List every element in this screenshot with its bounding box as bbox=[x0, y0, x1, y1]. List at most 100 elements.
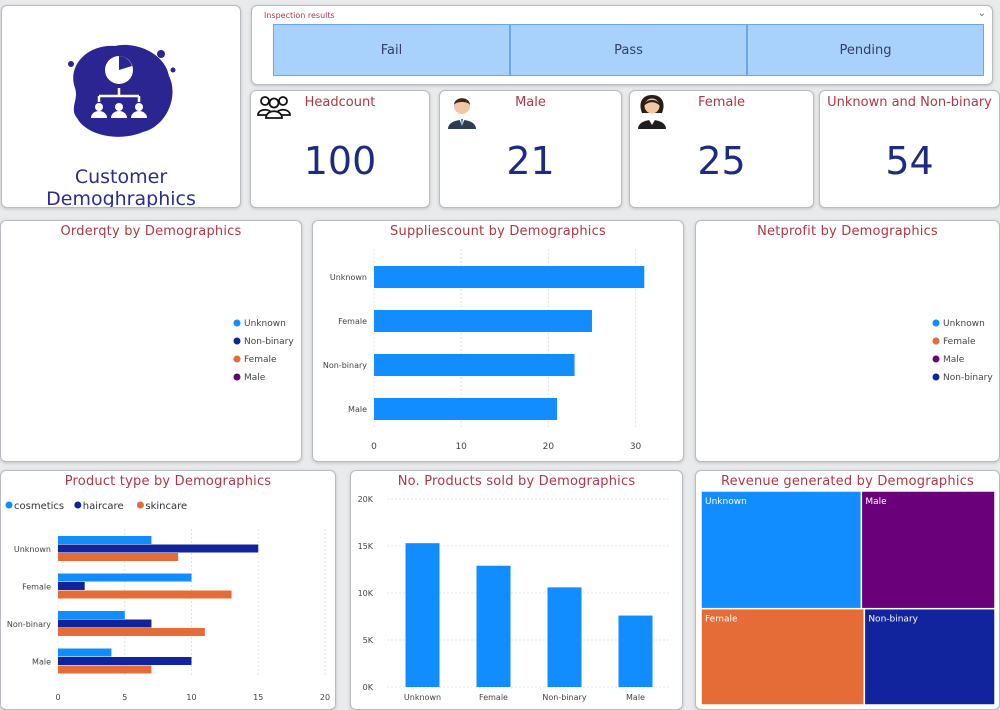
legend-label: Non-binary bbox=[244, 337, 294, 347]
chart-title: Suppliescount by Demographics bbox=[390, 224, 606, 239]
suppliescount-chart-card: Suppliescount by Demographics 0 10 20 30 Unk… bbox=[312, 220, 684, 462]
tick-label: 10 bbox=[186, 693, 196, 702]
chart-title: Product type by Demographics bbox=[64, 474, 272, 489]
kpi-value: 54 bbox=[885, 139, 934, 183]
legend-label: Unknown bbox=[244, 319, 286, 329]
kpi-value: 100 bbox=[303, 139, 377, 183]
category-label: Male bbox=[348, 405, 367, 414]
legend-marker bbox=[233, 355, 241, 363]
tick-label: 5K bbox=[363, 636, 374, 645]
legend-marker bbox=[932, 319, 940, 327]
category-label: Non-binary bbox=[7, 620, 51, 629]
legend-marker bbox=[233, 319, 241, 327]
tile-label: Female bbox=[705, 615, 738, 625]
chart-title: Revenue generated by Demographics bbox=[721, 474, 974, 489]
chart-title: Netprofit by Demographics bbox=[757, 224, 938, 239]
inspection-results-slicer: Inspection results ⌄ Fail Pass Pending bbox=[251, 5, 993, 85]
legend-label: Male bbox=[943, 355, 965, 365]
group-icon bbox=[257, 96, 291, 119]
tick-label: 0 bbox=[55, 693, 60, 702]
tick-label: 5 bbox=[122, 693, 127, 702]
category-label: Female bbox=[22, 583, 51, 592]
bar bbox=[476, 565, 511, 687]
bar bbox=[374, 266, 645, 288]
bar bbox=[58, 611, 125, 619]
slicer-option-label: Pass bbox=[614, 42, 643, 58]
female-person-icon bbox=[638, 95, 666, 129]
kpi-title: Unknown and Non-binary bbox=[827, 95, 992, 110]
slicer-option-pass[interactable]: Pass bbox=[510, 24, 747, 76]
bar bbox=[58, 544, 259, 553]
category-label: Unknown bbox=[404, 693, 441, 702]
category-label: Male bbox=[626, 693, 645, 702]
slicer-option-pending[interactable]: Pending bbox=[747, 24, 984, 76]
kpi-title: Male bbox=[515, 95, 546, 110]
legend-marker bbox=[932, 355, 940, 363]
tick-label: 0K bbox=[363, 683, 374, 692]
brand-card: Customer Demoghraphics bbox=[1, 5, 241, 208]
slicer-option-label: Pending bbox=[839, 42, 892, 58]
treemap-tile bbox=[700, 607, 866, 706]
kpi-title: Headcount bbox=[304, 95, 376, 110]
bar bbox=[374, 310, 592, 332]
tick-label: 10K bbox=[358, 589, 374, 598]
slicer-option-fail[interactable]: Fail bbox=[273, 24, 510, 76]
legend-marker bbox=[136, 501, 144, 509]
bar bbox=[58, 553, 179, 561]
bar bbox=[58, 573, 192, 582]
legend-marker bbox=[5, 501, 13, 509]
legend-label: haircare bbox=[83, 501, 124, 512]
tile-label: Male bbox=[865, 497, 887, 507]
tick-label: 15K bbox=[358, 542, 374, 551]
tile-label: Non-binary bbox=[868, 615, 918, 625]
legend-label: Male bbox=[244, 373, 266, 383]
producttype-bar-chart: 0 5 10 15 20 cosmetics haircare skincare Unknown… bbox=[5, 501, 330, 702]
bar bbox=[374, 354, 575, 376]
chart-title: No. Products sold by Demographics bbox=[397, 474, 636, 489]
treemap-tile bbox=[860, 490, 996, 610]
kpi-value: 21 bbox=[506, 139, 555, 183]
kpi-card-male: Male 21 bbox=[439, 90, 622, 208]
kpi-value: 25 bbox=[697, 139, 746, 183]
bar bbox=[58, 657, 192, 665]
male-person-icon bbox=[448, 98, 476, 129]
legend-marker bbox=[932, 373, 940, 381]
bar bbox=[58, 536, 152, 544]
bar bbox=[58, 648, 112, 657]
bar bbox=[374, 398, 558, 420]
bar bbox=[58, 590, 232, 599]
category-label: Unknown bbox=[14, 545, 51, 554]
tile-label: Unknown bbox=[705, 497, 747, 507]
revenue-chart-card: Revenue generated by Demographics Unknow… bbox=[695, 470, 1000, 710]
treemap-tile bbox=[863, 607, 996, 706]
kpi-card-female: Female 25 bbox=[629, 90, 814, 208]
tick-label: 15 bbox=[253, 693, 263, 702]
bar bbox=[547, 587, 582, 687]
category-label: Non-binary bbox=[323, 361, 367, 370]
productssold-column-chart: 0K 5K 10K 15K 20K Unknown Female Non-binary Male bbox=[358, 495, 671, 702]
chart-title: Orderqty by Demographics bbox=[60, 224, 242, 239]
tick-label: 0 bbox=[371, 442, 377, 452]
revenue-treemap-chart: Unknown Male Female Non-binary bbox=[700, 490, 996, 706]
brand-title: Customer Demoghraphics bbox=[46, 166, 196, 208]
slicer-dropdown-chevron-icon[interactable]: ⌄ bbox=[977, 8, 986, 19]
legend-label: Female bbox=[943, 337, 976, 347]
slicer-title: Inspection results bbox=[264, 11, 335, 20]
bar bbox=[58, 628, 205, 636]
tick-label: 20K bbox=[358, 495, 374, 504]
slicer-option-label: Fail bbox=[380, 42, 403, 58]
tick-label: 30 bbox=[630, 442, 642, 452]
category-label: Female bbox=[338, 317, 367, 326]
legend-marker bbox=[932, 337, 940, 345]
suppliescount-bar-chart: 0 10 20 30 Unknown Female Non-binary Male bbox=[323, 249, 645, 452]
bar bbox=[618, 615, 653, 687]
tick-label: 20 bbox=[543, 442, 555, 452]
legend-marker bbox=[233, 373, 241, 381]
tick-label: 10 bbox=[455, 442, 467, 452]
productssold-chart-card: No. Products sold by Demographics 0K 5K 10… bbox=[350, 470, 683, 710]
netprofit-chart-card: Netprofit by Demographics 30%28%22%20%Un… bbox=[695, 220, 1000, 462]
orderqty-chart-card: Orderqty by Demographics 32%26%23%18%Unk… bbox=[0, 220, 302, 462]
treemap-tile bbox=[700, 490, 863, 610]
